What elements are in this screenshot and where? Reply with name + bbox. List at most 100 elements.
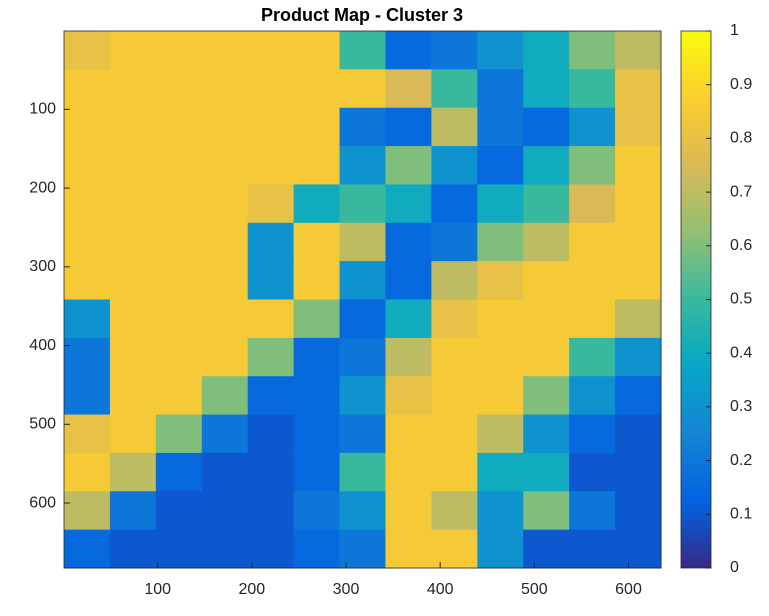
heatmap-cell	[109, 491, 157, 531]
heatmap-cell	[523, 414, 570, 454]
heatmap-cell	[615, 491, 662, 531]
heatmap-cell	[293, 261, 341, 300]
heatmap-cell	[385, 261, 432, 300]
heatmap-cell	[247, 376, 295, 416]
heatmap-cell	[247, 299, 295, 339]
heatmap-cell	[385, 452, 432, 492]
heatmap-cell	[523, 337, 570, 377]
heatmap-cell	[155, 414, 203, 454]
heatmap-cell	[201, 491, 249, 531]
heatmap-cell	[155, 184, 203, 224]
heatmap-cell	[431, 69, 478, 109]
heatmap-cell	[431, 299, 478, 339]
heatmap-cell	[569, 376, 616, 416]
heatmap-cell	[247, 261, 295, 300]
heatmap-cell	[477, 184, 524, 224]
heatmap-cell	[109, 69, 157, 109]
heatmap-cell	[615, 452, 662, 492]
heatmap-cell	[385, 414, 432, 454]
heatmap-cell	[431, 452, 478, 492]
heatmap-cell	[385, 222, 432, 262]
colorbar-tick-label: 0.8	[730, 130, 752, 147]
heatmap-cell	[293, 452, 341, 492]
heatmap-cell	[201, 529, 249, 569]
heatmap-cell	[385, 146, 432, 185]
heatmap-cell	[339, 529, 386, 569]
heatmap-cell	[201, 184, 249, 224]
heatmap-cell	[155, 529, 203, 569]
heatmap-cell	[155, 31, 203, 70]
heatmap-cell	[247, 452, 295, 492]
heatmap-cell	[523, 69, 570, 109]
heatmap-cell	[523, 31, 570, 70]
heatmap-cell	[523, 146, 570, 185]
heatmap-cell	[293, 69, 341, 109]
heatmap-cell	[247, 146, 295, 185]
heatmap-cell	[569, 452, 616, 492]
heatmap-cell	[385, 376, 432, 416]
heatmap-cell	[477, 69, 524, 109]
heatmap-cell	[477, 261, 524, 300]
heatmap-cell	[293, 337, 341, 377]
x-tick-label: 500	[521, 581, 548, 598]
heatmap-cell	[293, 184, 341, 224]
heatmap-cell	[569, 222, 616, 262]
heatmap-cell	[293, 529, 341, 569]
heatmap-cell	[431, 529, 478, 569]
colorbar-tick-label: 0.2	[730, 452, 752, 469]
heatmap-cell	[155, 452, 203, 492]
heatmap-cell	[385, 184, 432, 224]
heatmap-cell	[201, 69, 249, 109]
heatmap-cell	[201, 376, 249, 416]
heatmap-cell	[293, 299, 341, 339]
colorbar-tick-label: 0.6	[730, 237, 752, 254]
y-tick-label: 600	[29, 494, 56, 511]
heatmap-cell	[339, 146, 386, 185]
heatmap-cell	[201, 337, 249, 377]
heatmap-cell	[477, 529, 524, 569]
heatmap-cell	[64, 31, 111, 70]
heatmap-cell	[155, 107, 203, 147]
heatmap-cell	[109, 529, 157, 569]
heatmap-cell	[293, 414, 341, 454]
heatmap-cell	[477, 337, 524, 377]
heatmap-cell	[247, 184, 295, 224]
x-tick-label: 600	[615, 581, 642, 598]
heatmap-cell	[247, 222, 295, 262]
heatmap-cell	[64, 414, 111, 454]
heatmap-cell	[109, 146, 157, 185]
heatmap-cell	[615, 69, 662, 109]
heatmap-cell	[523, 222, 570, 262]
heatmap-cell	[615, 529, 662, 569]
heatmap-cell	[523, 184, 570, 224]
y-tick-label: 100	[29, 101, 56, 118]
heatmap-cell	[477, 107, 524, 147]
colorbar-tick-label: 0.5	[730, 291, 752, 308]
x-tick-label: 100	[144, 581, 171, 598]
y-tick-label: 500	[29, 416, 56, 433]
x-tick-label: 400	[427, 581, 454, 598]
y-tick-label: 400	[29, 337, 56, 354]
heatmap-cell	[339, 491, 386, 531]
colorbar-tick-label: 0.3	[730, 398, 752, 415]
heatmap-cell	[615, 376, 662, 416]
heatmap-cell	[64, 146, 111, 185]
heatmap-cell	[155, 337, 203, 377]
heatmap-cell	[109, 261, 157, 300]
heatmap-cell	[523, 299, 570, 339]
colorbar-tick-label: 1	[730, 22, 739, 39]
heatmap-cell	[615, 107, 662, 147]
heatmap-cell	[109, 184, 157, 224]
heatmap-cell	[523, 491, 570, 531]
heatmap-cell	[64, 261, 111, 300]
heatmap-cell	[339, 31, 386, 70]
heatmap-cell	[155, 261, 203, 300]
heatmap-cell	[339, 107, 386, 147]
heatmap-cell	[247, 529, 295, 569]
heatmap-cell	[431, 184, 478, 224]
heatmap-cell	[431, 376, 478, 416]
heatmap-cell	[615, 222, 662, 262]
heatmap-cell	[155, 491, 203, 531]
heatmap-cell	[201, 261, 249, 300]
heatmap-cell	[615, 184, 662, 224]
